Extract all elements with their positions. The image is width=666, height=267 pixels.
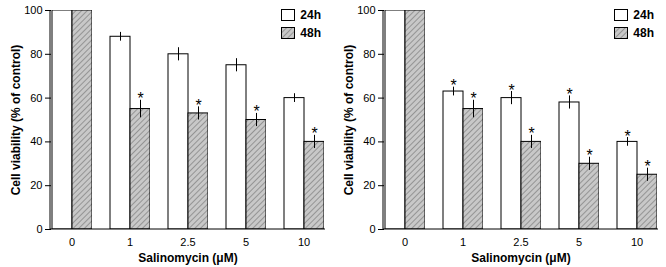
svg-text:*: *	[311, 125, 317, 142]
svg-text:2.5: 2.5	[180, 236, 195, 248]
svg-text:0: 0	[36, 223, 42, 235]
svg-text:1: 1	[127, 236, 133, 248]
svg-text:20: 20	[30, 179, 42, 191]
svg-text:5: 5	[576, 236, 582, 248]
svg-text:10: 10	[298, 236, 310, 248]
svg-text:20: 20	[363, 179, 375, 191]
svg-text:5: 5	[243, 236, 249, 248]
svg-text:0: 0	[402, 236, 408, 248]
svg-text:*: *	[624, 128, 630, 145]
svg-text:60: 60	[30, 92, 42, 104]
svg-text:Cell viability (% of control): Cell viability (% of control)	[342, 45, 356, 196]
html-text:24h: 24h	[633, 8, 654, 22]
svg-text:*: *	[566, 86, 572, 103]
svg-text:0: 0	[69, 236, 75, 248]
html-text:48h: 48h	[633, 26, 654, 40]
svg-text:10: 10	[631, 236, 643, 248]
html-text:48h: 48h	[300, 26, 321, 40]
svg-text:*: *	[528, 125, 534, 142]
svg-text:40: 40	[30, 135, 42, 147]
svg-text:1: 1	[460, 236, 466, 248]
svg-text:*: *	[586, 147, 592, 164]
html-text:24h: 24h	[300, 8, 321, 22]
svg-text:*: *	[450, 77, 456, 94]
svg-text:*: *	[253, 103, 259, 120]
svg-text:60: 60	[363, 92, 375, 104]
svg-text:80: 80	[363, 48, 375, 60]
svg-text:*: *	[644, 158, 650, 175]
svg-text:Cell viability (% of control): Cell viability (% of control)	[9, 45, 23, 196]
svg-text:Salinomycin (μM): Salinomycin (μM)	[138, 251, 237, 265]
svg-text:*: *	[470, 90, 476, 107]
svg-text:40: 40	[363, 135, 375, 147]
svg-text:80: 80	[30, 48, 42, 60]
svg-text:*: *	[508, 82, 514, 99]
svg-text:*: *	[195, 97, 201, 114]
svg-text:*: *	[137, 90, 143, 107]
svg-text:Salinomycin (μM): Salinomycin (μM)	[471, 251, 570, 265]
svg-text:100: 100	[24, 4, 42, 16]
svg-text:0: 0	[369, 223, 375, 235]
svg-text:2.5: 2.5	[513, 236, 528, 248]
svg-text:100: 100	[357, 4, 375, 16]
